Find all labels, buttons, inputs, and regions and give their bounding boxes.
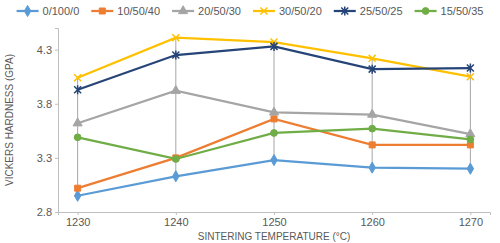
y-tick: 3.3 [37, 152, 58, 164]
y-axis-title: VICKERS HARDNESS (GPA) [4, 54, 15, 186]
y-tick-mark [55, 158, 58, 159]
point [172, 51, 179, 60]
y-tick: 2.8 [37, 206, 58, 218]
y-axis: 2.8 3.3 3.8 4.3 [37, 29, 59, 219]
x-axis: 1230 1240 1250 1260 1270 [59, 212, 491, 228]
y-tick-mark [55, 50, 58, 51]
point [369, 125, 376, 132]
y-tick: 3.8 [37, 98, 58, 110]
x-tick-mark [176, 212, 177, 215]
point [271, 130, 278, 137]
high-low-line [274, 42, 275, 160]
x-tick-mark [470, 212, 471, 215]
legend-item: 0/100/0 [17, 5, 80, 17]
x-axis-line [59, 213, 491, 216]
legend-label: 20/50/30 [198, 5, 241, 17]
legend-item: 10/50/40 [91, 5, 160, 17]
legend-marker [179, 6, 188, 14]
x-tick-mark [78, 212, 79, 215]
y-tick-mark [55, 104, 58, 105]
legend-label: 15/50/35 [441, 5, 484, 17]
y-tick-label: 2.8 [37, 206, 52, 218]
y-tick-label: 3.8 [37, 98, 52, 110]
point [269, 107, 278, 115]
legend-item: 20/50/30 [172, 5, 241, 17]
legend-marker [260, 8, 267, 15]
x-tick-label: 1230 [66, 216, 90, 228]
y-tick: 4.3 [37, 44, 58, 56]
y-tick-mark [55, 212, 58, 213]
y-axis-line [55, 29, 59, 213]
point [74, 85, 81, 94]
y-tick-label: 3.3 [37, 152, 52, 164]
legend: 0/100/0 10/50/40 20/50/30 30/50/20 25/50/25 1… [17, 5, 484, 17]
series-line [78, 38, 471, 78]
point [368, 109, 377, 117]
x-tick-mark [372, 212, 373, 215]
series-line [78, 91, 471, 134]
point [369, 55, 376, 62]
legend-marker [341, 7, 348, 16]
legend-label: 10/50/40 [117, 5, 160, 17]
point [467, 163, 473, 174]
x-tick: 1250 [262, 212, 286, 228]
legend-item: 25/50/25 [334, 5, 403, 17]
legend-marker [99, 8, 105, 14]
plot-area: 2.8 3.3 3.8 4.3 1230 1240 1250 1260 1270 [37, 29, 491, 228]
x-tick: 1270 [459, 212, 483, 228]
x-tick: 1260 [360, 212, 384, 228]
series-line [78, 129, 471, 159]
x-tick-label: 1240 [164, 216, 188, 228]
x-tick-mark [274, 212, 275, 215]
legend-label: 0/100/0 [43, 5, 80, 17]
point [369, 142, 375, 148]
legend-label: 30/50/20 [279, 5, 322, 17]
x-tick-label: 1260 [360, 216, 384, 228]
point [74, 134, 81, 141]
high-low-line [470, 68, 471, 169]
point [271, 154, 277, 165]
marks [73, 34, 475, 201]
point [75, 185, 81, 191]
x-tick: 1240 [164, 212, 188, 228]
point [467, 136, 474, 143]
x-tick-label: 1270 [459, 216, 483, 228]
point [74, 190, 80, 201]
point [369, 162, 375, 173]
point [172, 34, 179, 41]
legend-item: 30/50/20 [253, 5, 322, 17]
legend-label: 25/50/25 [360, 5, 403, 17]
point [271, 42, 278, 51]
point [172, 156, 179, 163]
series-line [78, 119, 471, 188]
legend-marker [422, 8, 429, 15]
point [466, 129, 475, 137]
legend-marker [24, 5, 30, 16]
point [271, 116, 277, 122]
point [467, 64, 474, 73]
point [173, 171, 179, 182]
x-axis-title: SINTERING TEMPERATURE (°C) [198, 231, 351, 242]
point [73, 118, 82, 126]
legend-item: 15/50/35 [415, 5, 484, 17]
chart: 2.8 3.3 3.8 4.3 1230 1240 1250 1260 1270 SINTERIN… [0, 0, 500, 243]
y-tick-label: 4.3 [37, 44, 52, 56]
x-tick-label: 1250 [262, 216, 286, 228]
point [369, 65, 376, 74]
point [74, 74, 81, 81]
series-line [78, 46, 471, 89]
point [171, 86, 180, 94]
x-tick: 1230 [66, 212, 90, 228]
point [467, 73, 474, 80]
